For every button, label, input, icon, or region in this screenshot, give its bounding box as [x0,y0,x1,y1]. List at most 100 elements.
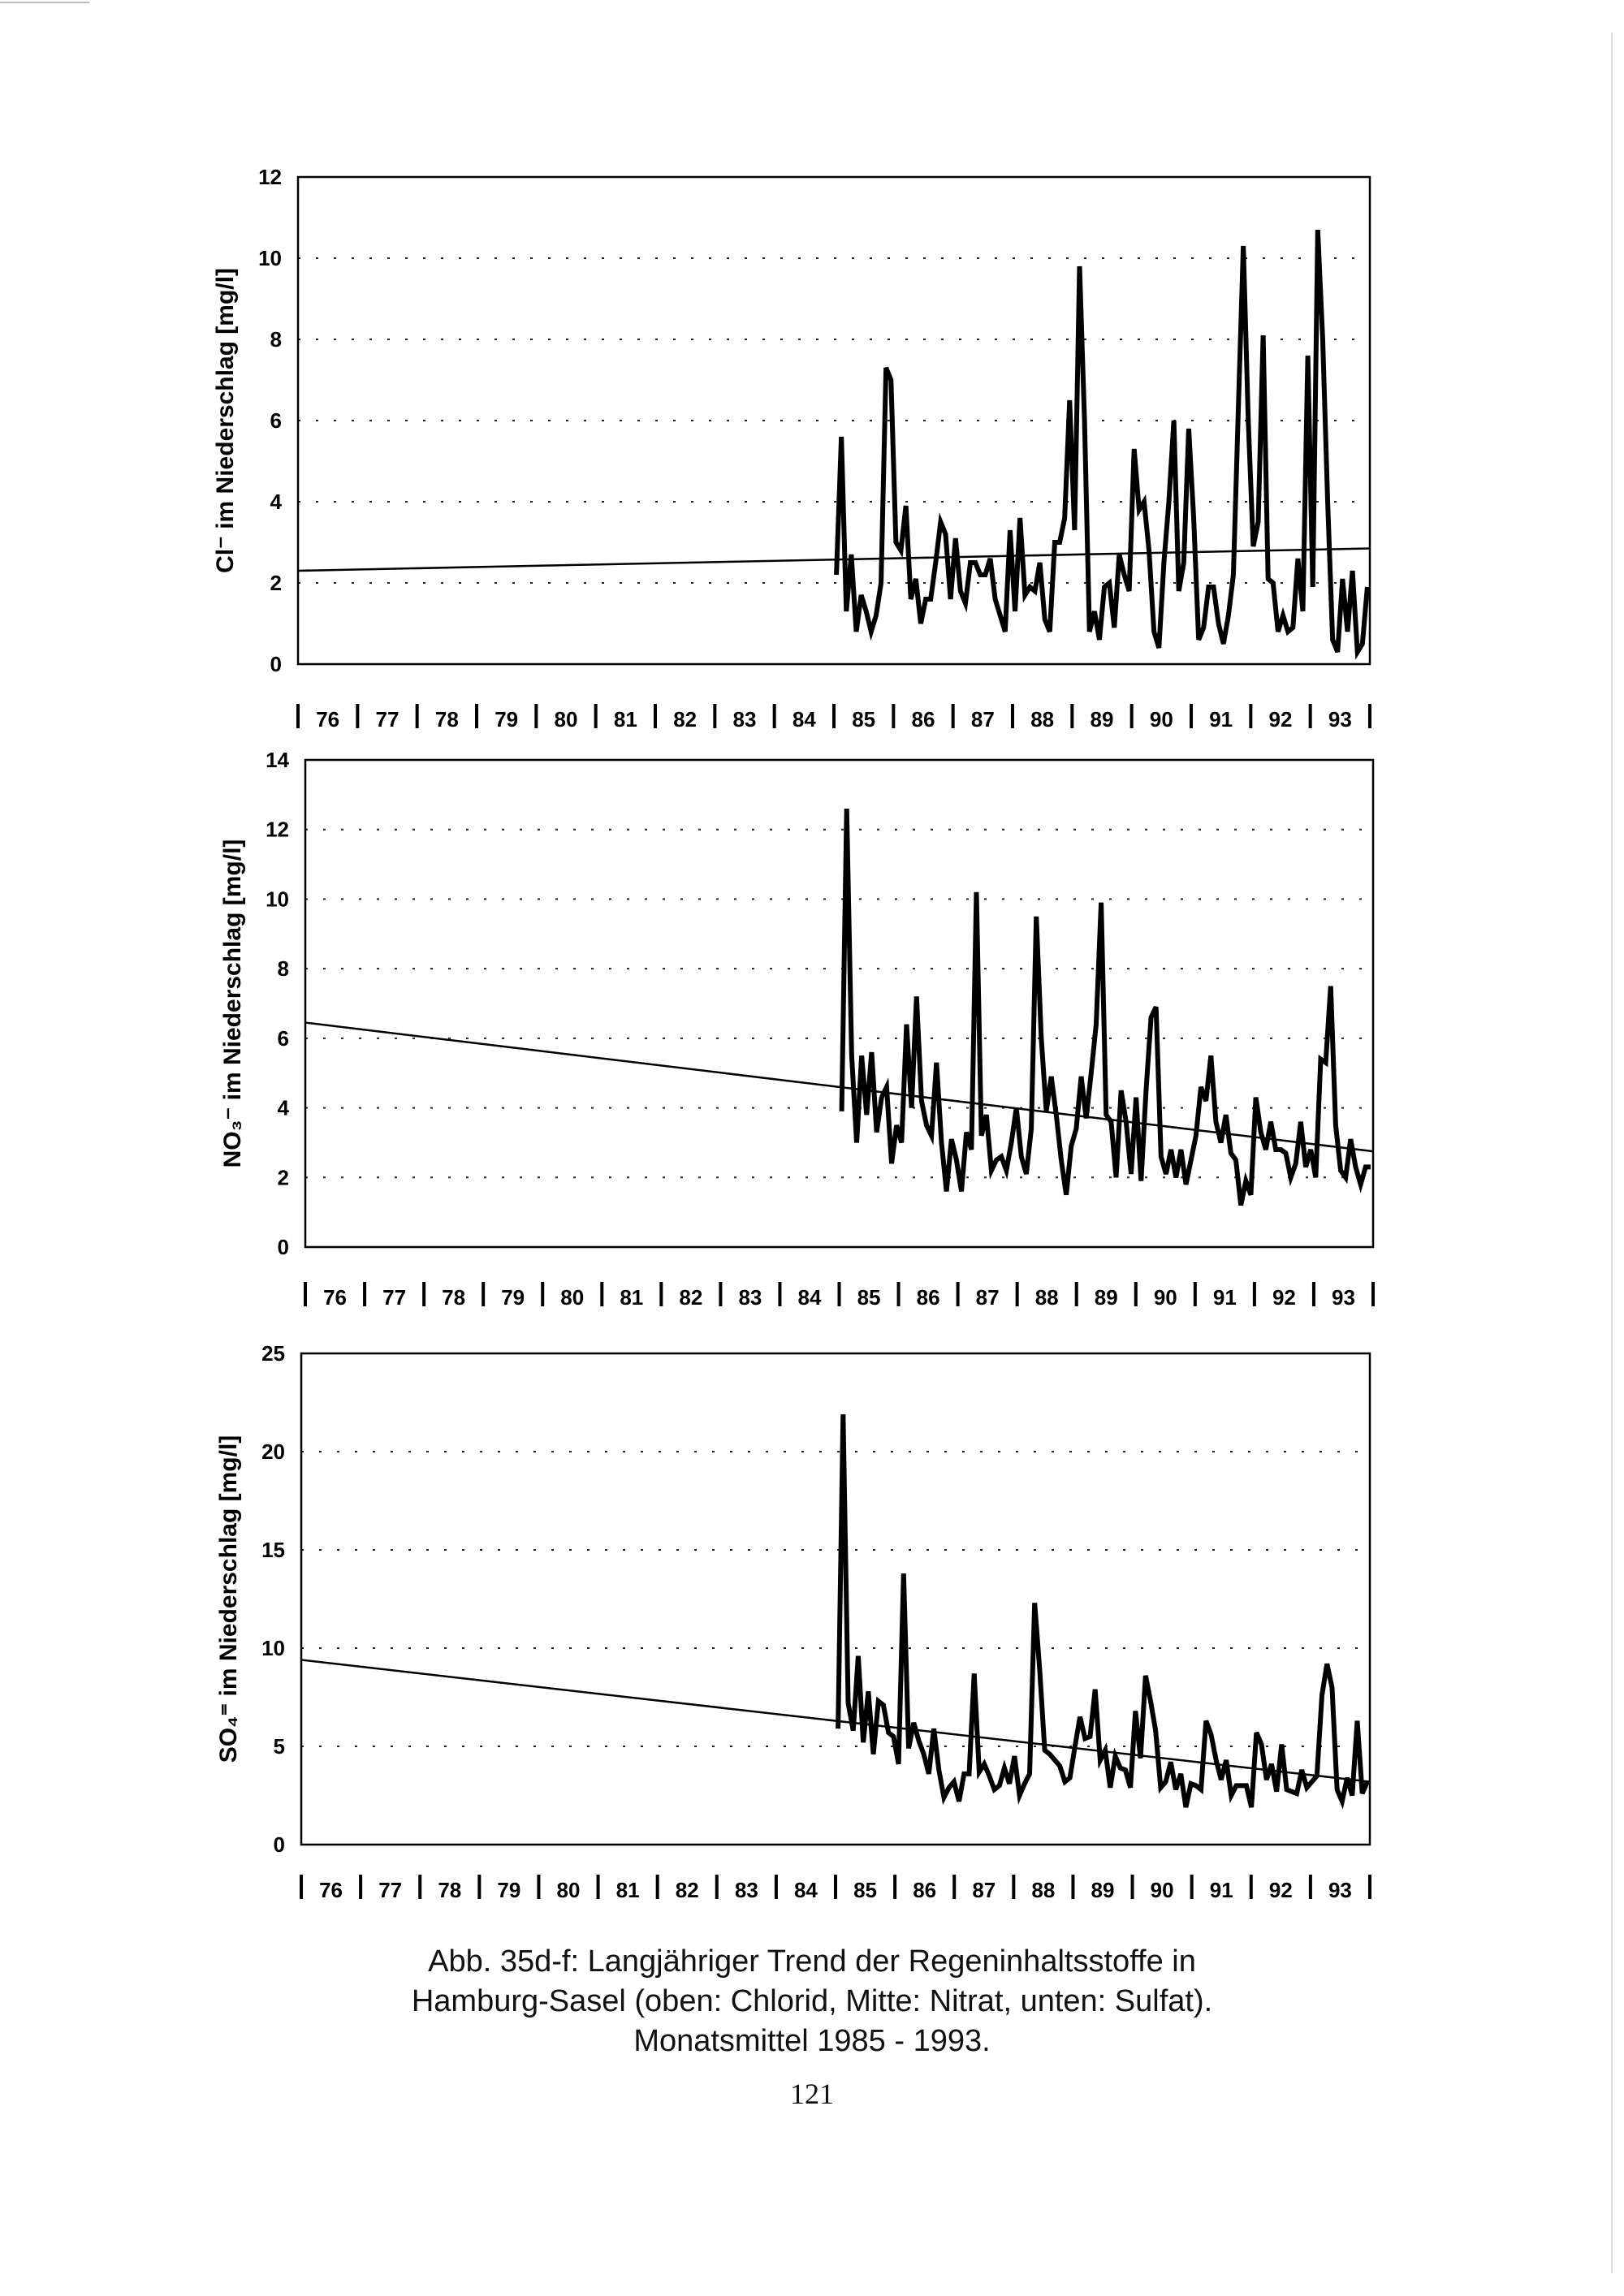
year-separator [534,704,538,728]
x-tick-label: 90 [1154,1285,1177,1310]
year-separator [418,1875,422,1899]
x-tick-label: 89 [1095,1285,1118,1310]
plot-frame [304,758,1375,1249]
x-tick-label: 81 [614,707,637,732]
x-tick-label: 80 [555,707,578,732]
caption-line-2: Hamburg-Sasel (oben: Chlorid, Mitte: Nit… [411,1984,1213,2018]
year-separator [1368,1875,1371,1899]
y-tick-label: 25 [261,1341,285,1366]
year-separator [422,1282,426,1306]
y-tick-label: 20 [261,1439,285,1464]
year-separator [654,704,657,728]
chart-2: 0 2 4 6 8 10 12 14 NO₃⁻ im Niederschlag [mg/l] 76… [219,748,1375,1310]
x-tick-label: 76 [319,1878,343,1902]
year-separator [1311,1282,1315,1306]
chart-3: 0 5 10 15 20 25 SO₄⁼ im Niederschlag [mg/l] 76 7… [215,1341,1371,1902]
y-tick-label: 2 [278,1165,289,1189]
y-tick-label: 0 [278,1235,289,1259]
year-separator [356,704,360,728]
page-number: 121 [790,2078,834,2110]
x-tick-label: 83 [738,1285,762,1310]
x-tick-label: 76 [316,707,339,732]
x-tick-label: 85 [857,1285,881,1310]
y-tick-label: 4 [270,490,283,514]
x-tick-label: 84 [794,1878,818,1902]
year-separator [778,1282,782,1306]
year-separator [1071,1875,1075,1899]
year-separator [1249,1875,1253,1899]
y-tick-label: 0 [274,1832,285,1857]
x-tick-label: 83 [733,707,757,732]
x-tick-label: 78 [438,1878,461,1902]
x-tick-label: 89 [1091,707,1114,732]
y-tick-label: 14 [266,748,289,772]
year-separator [1129,704,1134,728]
x-tick-label: 85 [852,707,875,732]
x-tick-label: 85 [853,1878,877,1902]
y-tick-label: 4 [278,1096,290,1120]
y-tick-label: 10 [261,1636,285,1660]
x-tick-label: 91 [1210,1878,1233,1902]
x-tick-label: 81 [620,1285,643,1310]
plot-frame [296,175,1371,666]
y-axis-label: NO₃⁻ im Niederschlag [mg/l] [219,839,246,1168]
y-tick-label: 6 [270,408,282,433]
year-separator [359,1875,363,1899]
scan-edge-right [1611,32,1613,2273]
year-separator [715,1875,719,1899]
scan-edge-top [0,2,89,3]
year-separator [772,704,776,728]
year-separator [1130,1875,1134,1899]
x-tick-label: 90 [1151,1878,1174,1902]
x-tick-label: 77 [376,707,400,732]
x-tick-label: 90 [1150,707,1173,732]
x-tick-label: 82 [673,707,697,732]
year-separator [1011,704,1014,728]
year-separator [596,1875,600,1899]
x-tick-label: 86 [913,1878,936,1902]
year-separator [1252,1282,1256,1306]
y-tick-label: 8 [278,956,289,981]
year-separator [477,1875,482,1899]
year-separator [834,1875,837,1899]
trend-line [297,547,1371,572]
year-separator [1308,704,1312,728]
year-separator [1012,1875,1016,1899]
x-tick-label: 78 [435,707,459,732]
x-tick-label: 88 [1035,1285,1059,1310]
x-tick-label: 92 [1269,1878,1293,1902]
y-axis-label: Cl⁻ im Niederschlag [mg/l] [212,268,239,573]
year-separator [952,1875,957,1899]
y-tick-label: 10 [266,887,289,911]
x-tick-label: 82 [676,1878,699,1902]
year-separator [832,704,836,728]
year-separator [1193,1282,1197,1306]
x-tick-label: 80 [557,1878,581,1902]
y-tick-label: 2 [270,571,282,595]
data-line-monthly-means [836,1413,1370,1810]
year-separator [659,1282,663,1306]
year-separator [541,1282,545,1306]
year-separator [1190,704,1193,728]
year-separator [1074,1282,1078,1306]
year-separator [837,1282,841,1306]
x-tick-label: 93 [1328,707,1352,732]
x-tick-label: 93 [1332,1285,1355,1310]
year-separator [304,1282,307,1306]
x-tick-label: 82 [679,1285,702,1310]
year-separator [655,1875,659,1899]
year-separator [892,704,896,728]
year-separator [300,1875,303,1899]
year-separator [363,1282,367,1306]
x-tick-label: 92 [1269,707,1293,732]
year-separator [594,704,598,728]
x-tick-label: 79 [501,1285,525,1310]
x-tick-label: 79 [495,707,518,732]
y-tick-label: 0 [270,652,282,676]
y-tick-label: 15 [261,1538,285,1562]
x-tick-label: 93 [1328,1878,1352,1902]
x-tick-label: 87 [976,1285,1000,1310]
year-separator [1308,1875,1312,1899]
x-tick-label: 77 [382,1285,406,1310]
